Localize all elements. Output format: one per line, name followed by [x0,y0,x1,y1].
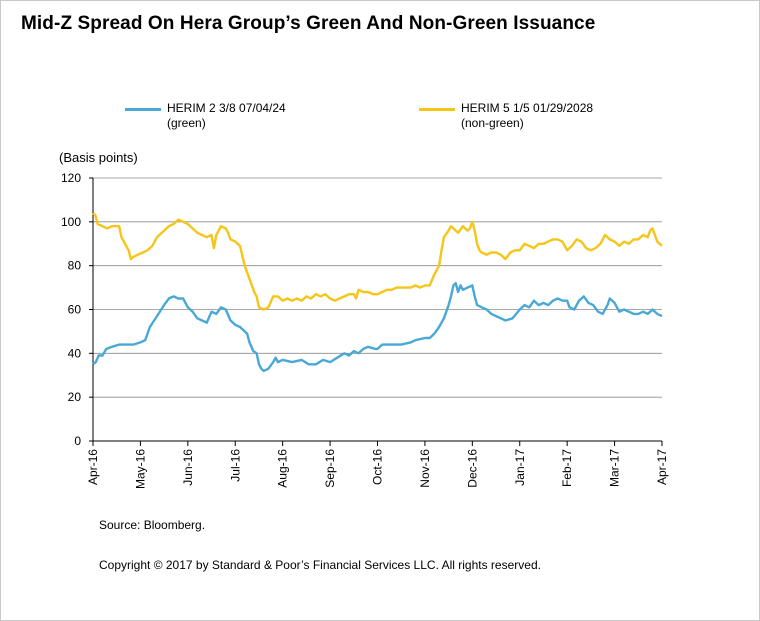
x-tick-label: Apr-16 [86,449,100,485]
x-tick-label: Apr-17 [655,449,669,485]
x-tick-label: Sep-16 [323,449,337,488]
legend-swatch-green [125,108,161,111]
legend-text-non-green: HERIM 5 1/5 01/29/2028 (non-green) [461,101,593,131]
legend-swatch-non-green [419,108,455,111]
y-tick-label: 0 [74,434,81,448]
y-tick-label: 40 [68,346,82,360]
y-tick-label: 60 [68,303,82,317]
legend-sublabel-green: (green) [167,116,206,130]
legend-text-green: HERIM 2 3/8 07/04/24 (green) [167,101,286,131]
x-tick-label: Mar-17 [608,449,622,487]
x-tick-label: May-16 [133,449,147,489]
x-tick-label: Oct-16 [371,449,385,485]
legend-sublabel-non-green: (non-green) [461,116,524,130]
x-tick-label: Jan-17 [513,449,527,486]
y-tick-label: 80 [68,259,82,273]
x-tick-label: Jun-16 [181,449,195,486]
chart-title: Mid-Z Spread On Hera Group’s Green And N… [21,13,596,34]
copyright-note: Copyright © 2017 by Standard & Poor’s Fi… [99,558,541,572]
legend-label-non-green: HERIM 5 1/5 01/29/2028 [461,101,594,115]
x-tick-label: Nov-16 [418,449,432,488]
y-axis-unit-label: (Basis points) [59,150,138,165]
y-tick-label: 120 [61,171,81,185]
series-line-non-green [92,212,663,311]
x-tick-label: Jul-16 [228,449,242,482]
x-tick-label: Aug-16 [276,449,290,488]
legend-label-green: HERIM 2 3/8 07/04/24 [167,101,286,115]
x-tick-label: Feb-17 [560,449,574,487]
series-line-green [92,282,663,373]
y-tick-label: 100 [61,215,81,229]
y-tick-label: 20 [68,390,82,404]
x-tick-label: Dec-16 [465,449,479,488]
source-note: Source: Bloomberg. [99,518,206,532]
